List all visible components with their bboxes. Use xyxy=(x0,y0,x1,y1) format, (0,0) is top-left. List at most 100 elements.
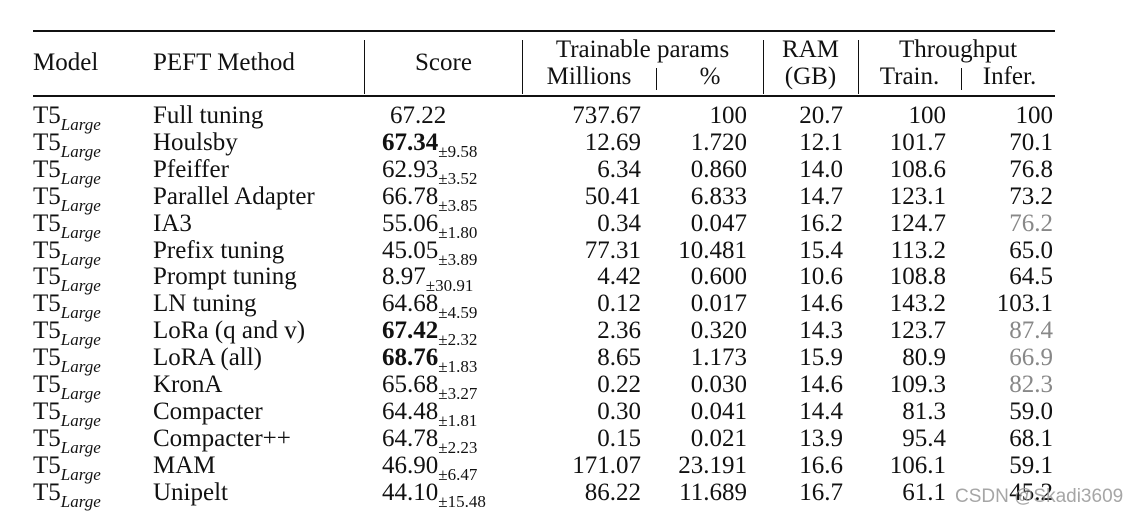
col-divider xyxy=(763,40,764,94)
train-cell: 108.8 xyxy=(889,263,946,291)
percent-cell: 0.030 xyxy=(690,371,747,398)
model-subscript: Large xyxy=(60,410,101,430)
score-std: ±4.59 xyxy=(438,303,478,323)
score-value: 62.93 xyxy=(382,155,439,183)
ram-cell: 20.7 xyxy=(799,102,843,129)
millions-cell: 4.42 xyxy=(597,263,641,291)
score-value: 45.05 xyxy=(382,236,439,264)
train-cell: 106.1 xyxy=(889,451,946,479)
ram-cell: 10.6 xyxy=(799,263,843,291)
model-cell: T5Large xyxy=(33,397,101,430)
percent-cell: 0.021 xyxy=(690,424,747,452)
score-value: 67.22 xyxy=(390,102,447,129)
infer-cell: 87.4 xyxy=(1009,317,1053,345)
model-cell: T5Large xyxy=(33,210,101,242)
millions-cell: 6.34 xyxy=(597,155,641,183)
train-cell: 61.1 xyxy=(902,478,946,506)
score-cell: 67.34±9.58 xyxy=(382,129,477,161)
method-cell: Compacter++ xyxy=(153,424,291,452)
score-cell: 44.10±15.48 xyxy=(382,478,486,511)
train-cell: 124.7 xyxy=(889,209,946,237)
method-cell: Unipelt xyxy=(153,478,228,506)
percent-cell: 0.320 xyxy=(690,317,747,345)
score-cell: 8.97±30.91 xyxy=(382,263,473,295)
score-std: ±9.58 xyxy=(438,141,478,161)
train-cell: 100 xyxy=(908,102,947,129)
infer-cell: 103.1 xyxy=(996,290,1053,318)
score-cell: 62.93±3.52 xyxy=(382,155,477,188)
watermark: CSDN @Skadi3609 xyxy=(955,486,1124,507)
infer-cell: 68.1 xyxy=(1009,424,1053,452)
model-subscript: Large xyxy=(60,330,101,350)
model-name: T5 xyxy=(33,371,61,398)
score-std: ±6.47 xyxy=(438,464,478,484)
percent-cell: 0.600 xyxy=(690,263,747,291)
col-divider xyxy=(656,68,657,90)
score-cell: 64.48±1.81 xyxy=(382,398,477,430)
model-name: T5 xyxy=(33,478,61,506)
infer-cell: 76.8 xyxy=(1009,155,1053,183)
score-std: ±15.48 xyxy=(438,491,486,511)
score-value: 44.10 xyxy=(382,478,439,506)
score-value: 8.97 xyxy=(382,263,426,291)
model-subscript: Large xyxy=(60,222,101,242)
percent-cell: 1.720 xyxy=(690,128,747,156)
score-cell: 46.90±6.47 xyxy=(382,451,477,484)
score-cell: 65.68±3.27 xyxy=(382,371,477,403)
ram-cell: 14.6 xyxy=(799,290,843,318)
ram-cell: 16.7 xyxy=(799,478,843,506)
model-subscript: Large xyxy=(60,168,101,188)
percent-cell: 11.689 xyxy=(679,478,747,506)
infer-cell: 65.0 xyxy=(1009,236,1053,264)
millions-cell: 86.22 xyxy=(584,478,641,506)
percent-cell: 23.191 xyxy=(678,451,747,479)
model-subscript: Large xyxy=(60,141,101,161)
model-name: T5 xyxy=(33,155,61,183)
score-value: 55.06 xyxy=(382,209,439,237)
top-rule xyxy=(33,30,1055,32)
method-cell: LN tuning xyxy=(153,290,257,318)
ram-cell: 14.7 xyxy=(799,182,843,210)
percent-cell: 0.041 xyxy=(690,397,747,425)
score-std: ±2.32 xyxy=(438,330,478,350)
score-value: 46.90 xyxy=(382,451,439,479)
model-cell: T5Large xyxy=(33,263,101,295)
infer-cell: 66.9 xyxy=(1009,344,1053,372)
model-name: T5 xyxy=(33,236,61,264)
ram-cell: 16.2 xyxy=(799,209,843,237)
infer-cell: 45.2 xyxy=(1009,478,1053,506)
model-cell: T5Large xyxy=(33,344,101,376)
percent-cell: 0.860 xyxy=(690,155,747,183)
millions-cell: 0.30 xyxy=(597,397,641,425)
model-cell: T5Large xyxy=(33,425,101,457)
infer-cell: 59.0 xyxy=(1009,397,1053,425)
infer-cell: 76.2 xyxy=(1009,209,1053,237)
header-cell: RAM xyxy=(782,36,839,63)
method-cell: Pfeiffer xyxy=(153,155,229,183)
millions-cell: 50.41 xyxy=(584,182,641,210)
millions-cell: 0.34 xyxy=(597,209,641,237)
model-subscript: Large xyxy=(60,249,101,269)
model-name: T5 xyxy=(33,182,61,210)
millions-cell: 0.15 xyxy=(597,424,641,452)
model-cell: T5Large xyxy=(33,236,101,269)
col-divider xyxy=(961,68,962,90)
train-cell: 108.6 xyxy=(889,155,946,183)
millions-cell: 12.69 xyxy=(584,128,641,156)
ram-cell: 15.4 xyxy=(799,236,843,264)
infer-cell: 59.1 xyxy=(1009,451,1053,479)
ram-cell: 15.9 xyxy=(799,344,843,372)
model-name: T5 xyxy=(33,397,61,425)
train-cell: 109.3 xyxy=(889,371,946,398)
header-cell: % xyxy=(699,63,721,90)
model-subscript: Large xyxy=(60,384,101,403)
ram-cell: 14.3 xyxy=(799,317,843,345)
score-cell: 67.22 xyxy=(390,102,446,129)
model-cell: T5Large xyxy=(33,155,101,188)
model-subscript: Large xyxy=(60,195,101,215)
infer-cell: 70.1 xyxy=(1009,128,1053,156)
ram-cell: 14.0 xyxy=(799,155,843,183)
col-divider xyxy=(522,40,523,94)
model-name: T5 xyxy=(33,451,61,479)
model-name: T5 xyxy=(33,317,61,345)
